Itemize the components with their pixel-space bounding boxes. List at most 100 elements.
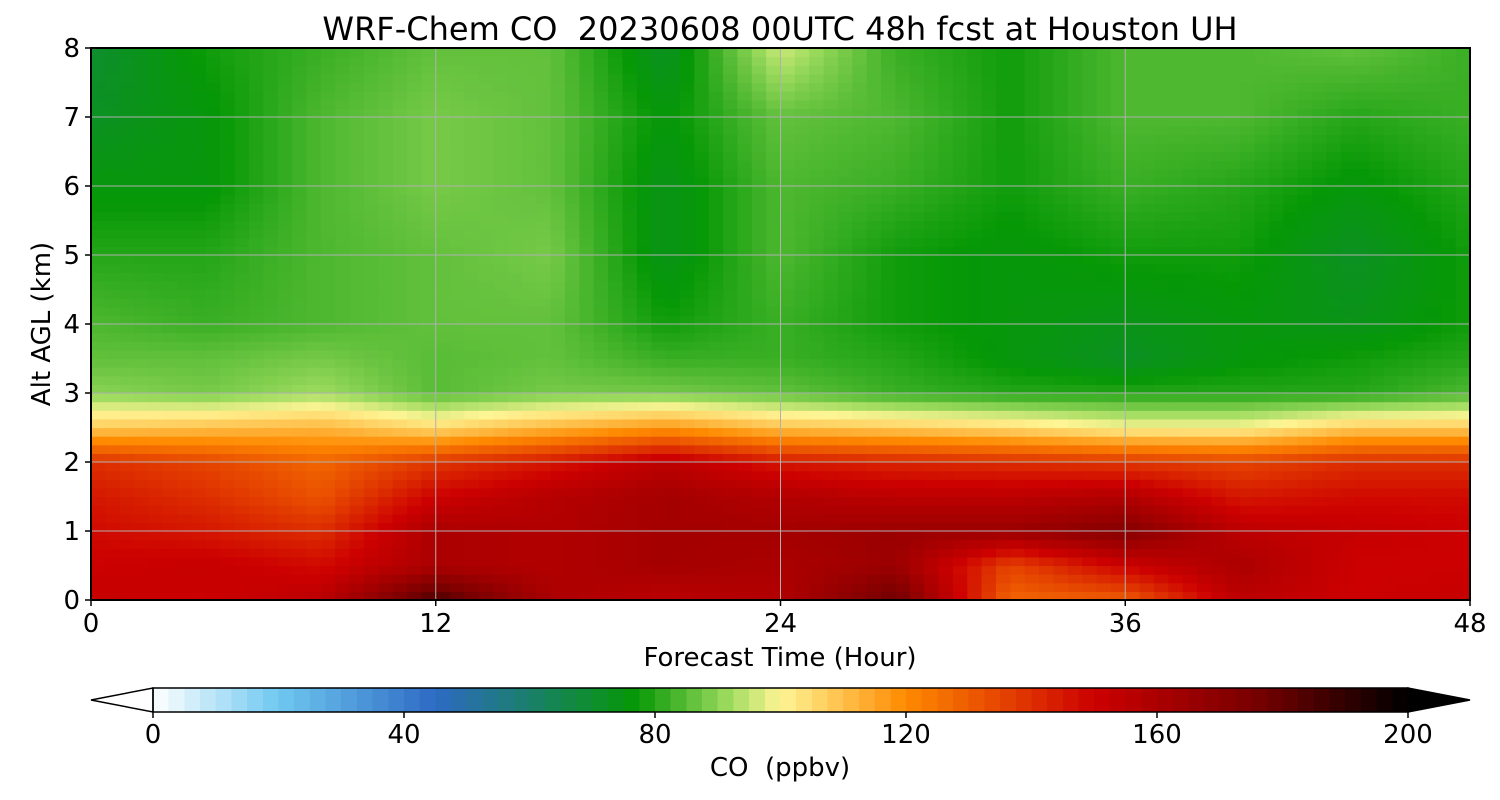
heatmap-cell: [852, 358, 868, 368]
heatmap-cell: [177, 462, 193, 472]
heatmap-cell: [1153, 574, 1169, 584]
heatmap-cell: [407, 263, 422, 273]
heatmap-cell: [737, 591, 753, 600]
heatmap-cell: [1254, 444, 1270, 454]
heatmap-cell: [249, 255, 264, 265]
heatmap-cell: [464, 548, 480, 558]
heatmap-cell: [450, 203, 466, 213]
heatmap-cell: [1426, 574, 1442, 584]
heatmap-cell: [306, 246, 322, 256]
heatmap-cell: [536, 341, 552, 351]
heatmap-cell: [91, 436, 106, 446]
heatmap-cell: [119, 393, 135, 403]
heatmap-cell: [363, 565, 379, 575]
heatmap-cell: [938, 453, 954, 463]
heatmap-cell: [981, 505, 997, 515]
heatmap-cell: [608, 272, 624, 282]
heatmap-cell: [608, 444, 624, 454]
heatmap-cell: [507, 186, 523, 196]
heatmap-cell: [1010, 211, 1026, 222]
heatmap-cell: [521, 470, 537, 480]
heatmap-cell: [780, 280, 796, 291]
heatmap-cell: [1326, 203, 1342, 213]
heatmap-cell: [924, 349, 940, 360]
heatmap-cell: [1225, 177, 1241, 187]
heatmap-cell: [1283, 211, 1299, 222]
heatmap-cell: [1398, 246, 1414, 256]
heatmap-cell: [134, 324, 150, 334]
heatmap-cell: [1297, 298, 1313, 308]
heatmap-cell: [263, 280, 279, 291]
heatmap-cell: [837, 168, 853, 178]
heatmap-cell: [1067, 470, 1083, 480]
heatmap-cell: [952, 487, 968, 498]
heatmap-cell: [766, 591, 782, 600]
heatmap-cell: [220, 531, 236, 541]
heatmap-cell: [636, 393, 652, 403]
heatmap-cell: [967, 151, 983, 161]
heatmap-cell: [1039, 496, 1055, 506]
heatmap-cell: [823, 393, 839, 403]
heatmap-cell: [1067, 203, 1083, 213]
heatmap-cell: [636, 315, 652, 325]
heatmap-cell: [1311, 168, 1327, 178]
heatmap-cell: [1369, 229, 1385, 239]
heatmap-cell: [1254, 315, 1270, 325]
heatmap-cell: [550, 263, 566, 273]
heatmap-cell: [249, 211, 264, 222]
heatmap-cell: [636, 462, 652, 472]
heatmap-cell: [852, 289, 868, 299]
heatmap-cell: [737, 332, 753, 342]
heatmap-cell: [349, 324, 365, 334]
heatmap-cell: [636, 186, 652, 196]
heatmap-cell: [1197, 393, 1213, 403]
heatmap-cell: [507, 539, 523, 549]
heatmap-cell: [895, 410, 911, 420]
heatmap-cell: [521, 237, 537, 247]
heatmap-cell: [766, 522, 782, 532]
heatmap-cell: [1053, 289, 1069, 299]
heatmap-cell: [1369, 272, 1385, 282]
heatmap-cell: [550, 565, 566, 575]
heatmap-cell: [1053, 582, 1069, 592]
heatmap-cell: [493, 306, 509, 316]
heatmap-cell: [636, 505, 652, 515]
heatmap-cell: [608, 246, 624, 256]
heatmap-cell: [823, 194, 839, 204]
heatmap-cell: [1197, 479, 1213, 489]
heatmap-cell: [1426, 539, 1442, 549]
heatmap-cell: [1024, 263, 1040, 273]
heatmap-cell: [1383, 280, 1399, 291]
heatmap-cell: [1067, 375, 1083, 385]
heatmap-cell: [1398, 565, 1414, 575]
heatmap-cell: [249, 229, 264, 239]
heatmap-cell: [349, 168, 365, 178]
heatmap-cell: [995, 332, 1011, 342]
heatmap-cell: [1096, 255, 1112, 265]
heatmap-cell: [823, 324, 839, 334]
heatmap-cell: [1067, 263, 1083, 273]
heatmap-cell: [565, 418, 580, 429]
heatmap-cell: [435, 315, 451, 325]
heatmap-cell: [119, 341, 135, 351]
heatmap-cell: [349, 582, 365, 592]
heatmap-cell: [1110, 341, 1126, 351]
heatmap-cell: [1383, 418, 1399, 429]
heatmap-cell: [536, 470, 552, 480]
heatmap-cell: [1153, 263, 1169, 273]
heatmap-cell: [895, 349, 911, 360]
heatmap-cell: [909, 324, 925, 334]
heatmap-cell: [220, 548, 236, 558]
heatmap-cell: [679, 151, 695, 161]
heatmap-cell: [1153, 237, 1169, 247]
heatmap-cell: [579, 393, 595, 403]
heatmap-cell: [1096, 220, 1112, 230]
heatmap-cell: [1426, 186, 1442, 196]
heatmap-cell: [220, 591, 236, 600]
heatmap-cell: [493, 332, 509, 342]
heatmap-cell: [967, 324, 983, 334]
heatmap-cell: [1398, 341, 1414, 351]
heatmap-cell: [737, 479, 753, 489]
heatmap-cell: [622, 298, 638, 308]
heatmap-cell: [1082, 255, 1098, 265]
